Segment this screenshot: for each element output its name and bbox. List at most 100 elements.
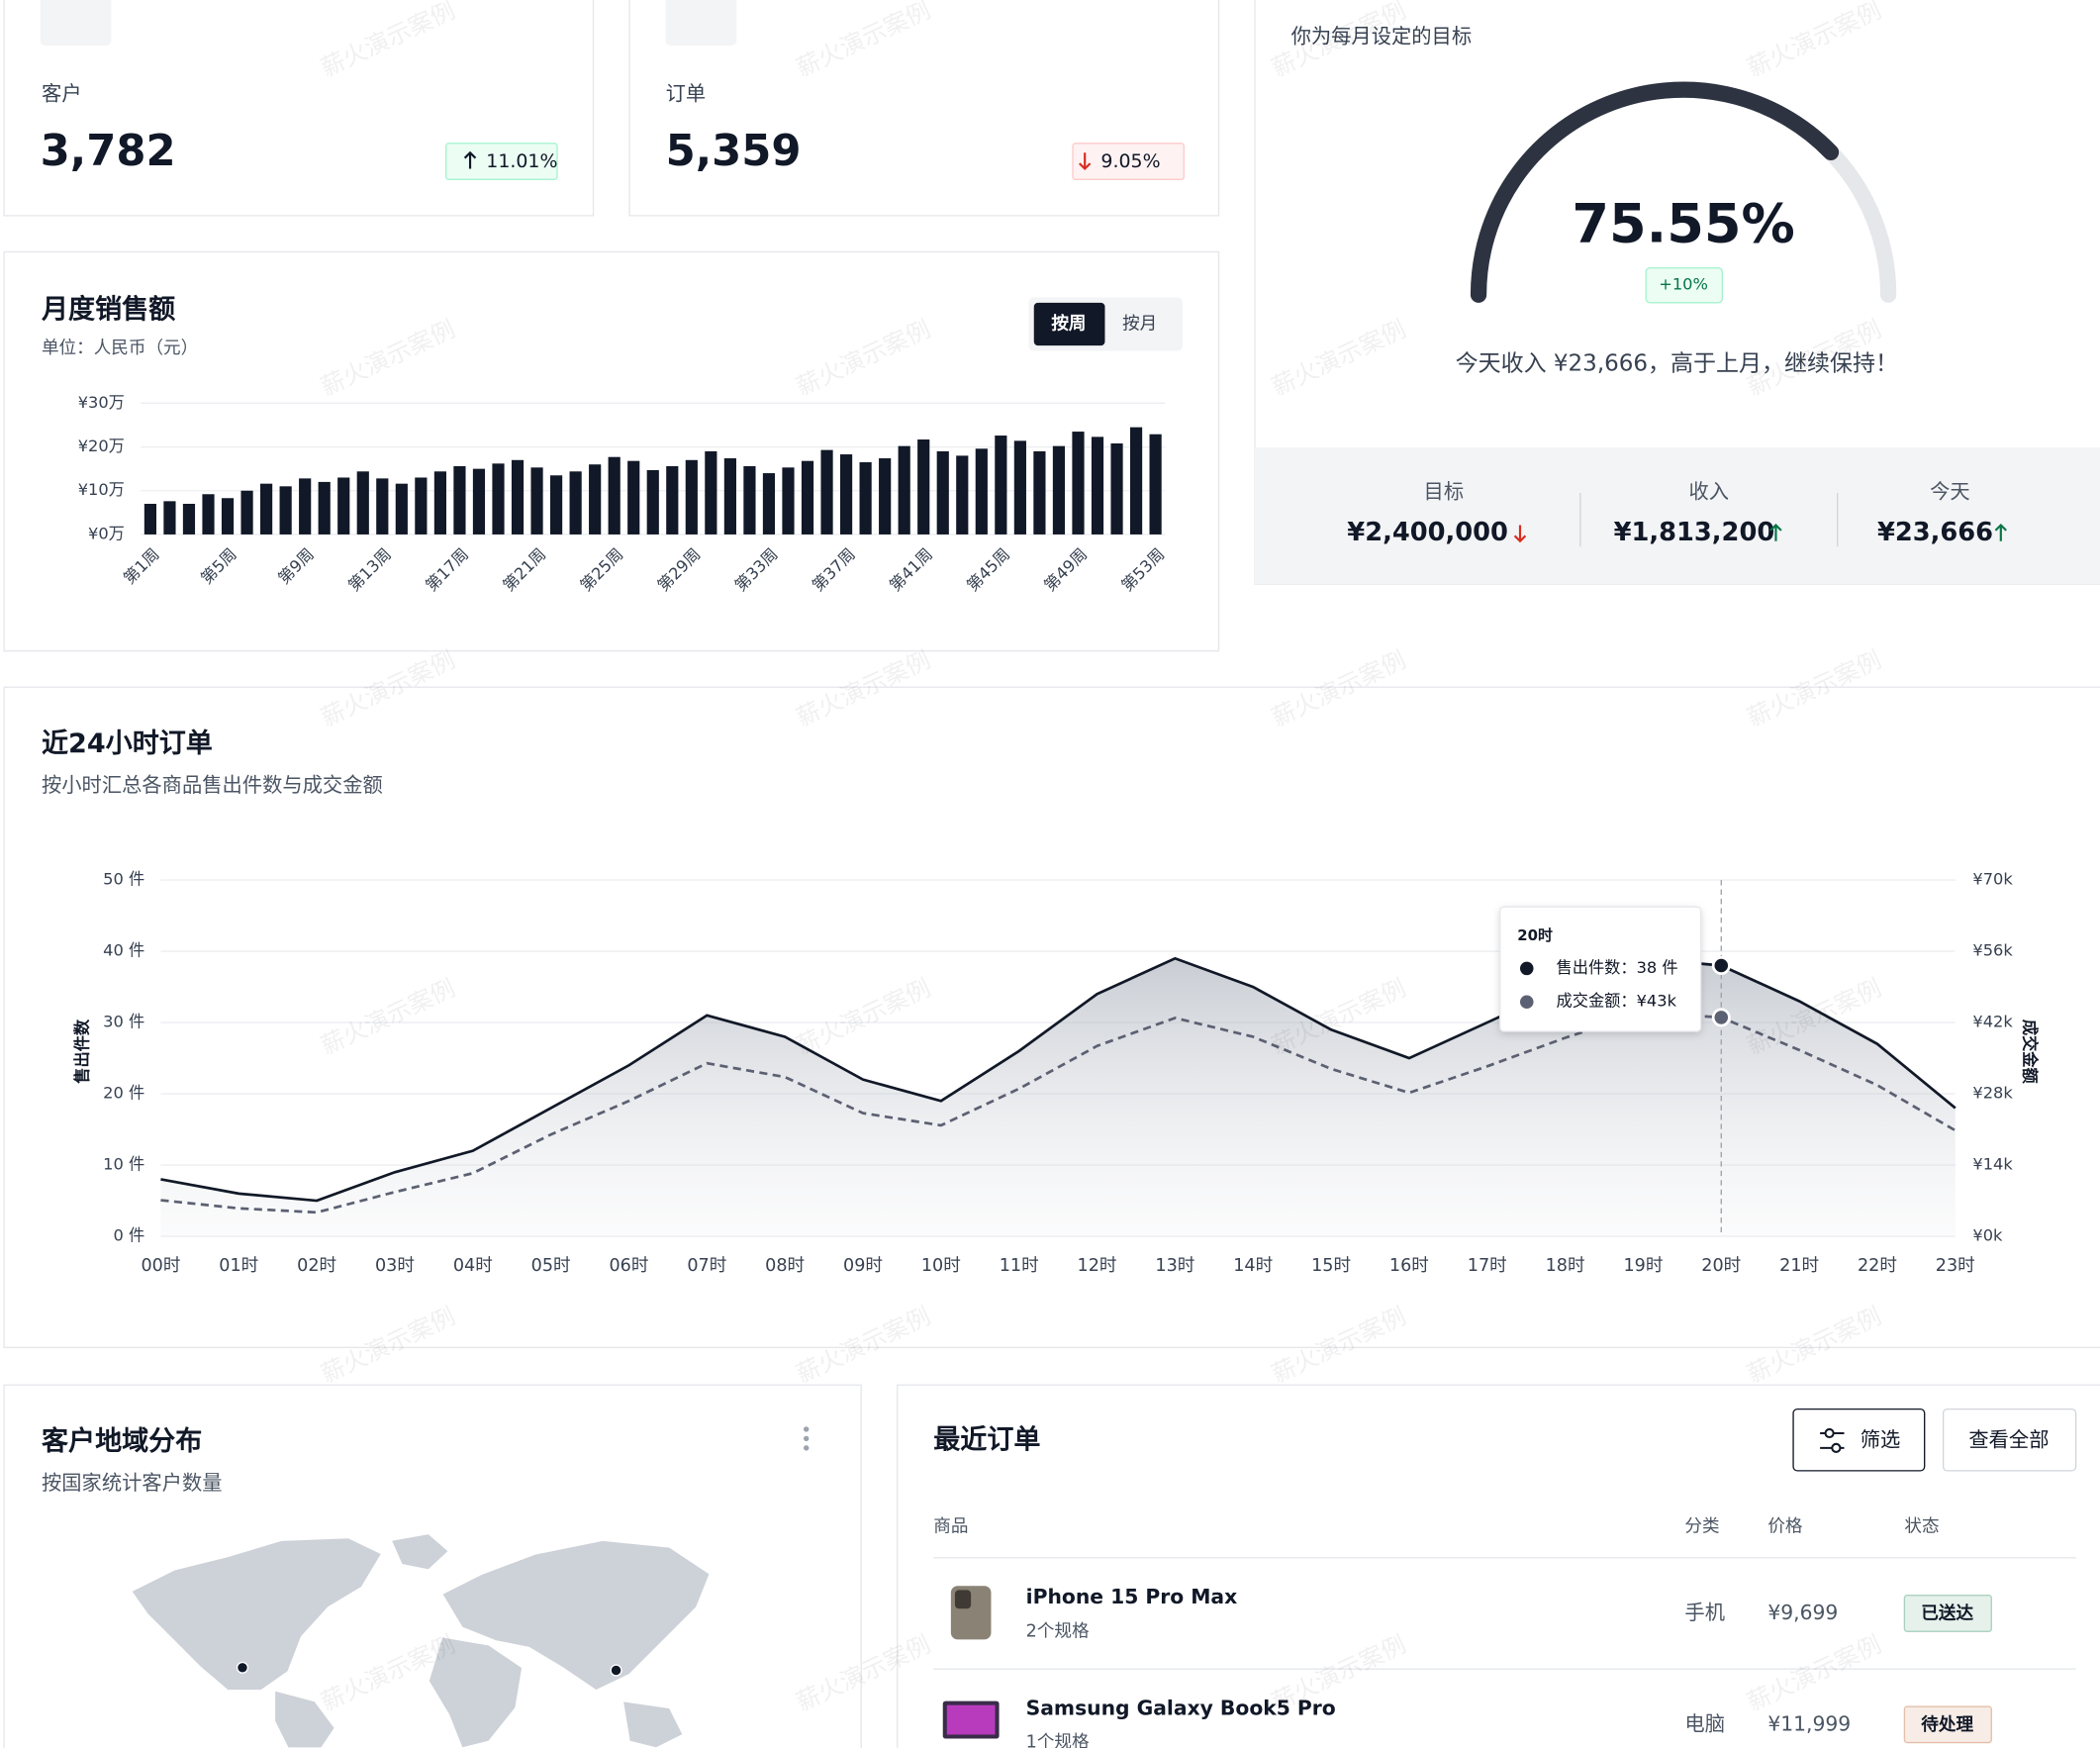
chart-title: 近24小时订单	[42, 728, 213, 759]
bar	[221, 498, 235, 534]
x-tick-label: 02时	[297, 1256, 336, 1276]
bar	[936, 450, 949, 534]
x-tick-label: 08时	[765, 1256, 805, 1276]
bar	[318, 481, 331, 534]
change-text: 11.01%	[486, 150, 557, 172]
bar	[956, 455, 969, 534]
bar	[1129, 427, 1143, 534]
hover-point	[1711, 956, 1731, 975]
gauge-value: 75.55%	[1572, 193, 1794, 255]
change-badge	[445, 143, 558, 181]
bar	[1033, 450, 1046, 534]
bar	[762, 473, 776, 534]
bar	[415, 477, 428, 534]
column-header: 商品	[933, 1517, 968, 1537]
y2-tick-label: ¥56k	[1972, 941, 2013, 960]
y-tick-label: 40 件	[103, 941, 144, 960]
y-tick-label: 20 件	[103, 1084, 144, 1103]
bar	[975, 448, 988, 534]
filter-icon	[1820, 1427, 1845, 1453]
menu-icon[interactable]	[804, 1426, 810, 1451]
stats-panel	[1255, 446, 2100, 585]
bar	[356, 471, 369, 534]
bar	[530, 467, 543, 534]
y-tick-label: 50 件	[103, 870, 144, 889]
bar	[240, 490, 253, 534]
x-tick-label: 17时	[1468, 1256, 1507, 1276]
tooltip-row: 售出件数：38 件	[1557, 958, 1678, 977]
y2-tick-label: ¥70k	[1972, 870, 2013, 889]
x-tick-label: 16时	[1389, 1256, 1429, 1276]
bar	[337, 477, 350, 534]
bar	[376, 478, 389, 534]
toggle-option: 按月	[1122, 314, 1157, 334]
bar	[433, 471, 446, 534]
product-variants: 2个规格	[1026, 1621, 1090, 1641]
bar	[705, 450, 717, 534]
column-header: 分类	[1684, 1517, 1719, 1537]
tooltip-title: 20时	[1517, 926, 1553, 944]
x-tick-label: 21时	[1779, 1256, 1819, 1276]
bar	[917, 439, 930, 534]
x-tick-label: 06时	[610, 1256, 649, 1276]
goal-subtitle: 你为每月设定的目标	[1291, 24, 1473, 48]
bar	[839, 454, 853, 534]
x-tick-label: 10时	[921, 1256, 961, 1276]
toggle-active	[1033, 302, 1105, 346]
badge	[1645, 266, 1724, 304]
y2-tick-label: ¥14k	[1972, 1155, 2013, 1174]
bar	[743, 465, 756, 534]
trend-arrow	[1769, 523, 1782, 541]
x-tick-label: 18时	[1546, 1256, 1585, 1276]
bar	[472, 468, 486, 534]
icon-box	[665, 0, 737, 47]
trend-arrow	[463, 150, 477, 169]
bar	[801, 460, 814, 534]
x-tick-label: 05时	[531, 1256, 571, 1276]
map-marker	[236, 1661, 249, 1674]
filter-button[interactable]	[1792, 1408, 1926, 1472]
product-variants: 1个规格	[1026, 1733, 1090, 1748]
bar	[859, 462, 872, 534]
product-category: 手机	[1684, 1601, 1725, 1624]
product-name: iPhone 15 Pro Max	[1026, 1585, 1238, 1608]
bar	[1072, 432, 1085, 534]
y-tick-label: 30 件	[103, 1013, 144, 1031]
stat-value: ¥1,813,200	[1614, 518, 1775, 547]
bar	[550, 475, 563, 534]
x-tick-label: 23时	[1936, 1256, 1975, 1276]
product-image	[950, 1586, 992, 1640]
bar	[820, 449, 833, 534]
status-text: 待处理	[1921, 1714, 1973, 1735]
bar	[299, 478, 312, 534]
product-image	[942, 1700, 1000, 1739]
x-tick-label: 03时	[375, 1256, 415, 1276]
y-tick-label: ¥0万	[88, 524, 125, 542]
bar	[879, 458, 892, 534]
tooltip-swatch	[1519, 961, 1534, 976]
trend-arrow	[1994, 523, 2007, 541]
world-map	[130, 1532, 712, 1748]
column-header: 状态	[1904, 1517, 1939, 1537]
product-name: Samsung Galaxy Book5 Pro	[1026, 1696, 1336, 1719]
button-text: 查看全部	[1968, 1428, 2049, 1452]
button-text: 筛选	[1861, 1428, 1901, 1452]
view-all-button[interactable]	[1942, 1408, 2077, 1472]
bar	[1052, 445, 1066, 534]
product-category: 电脑	[1684, 1711, 1725, 1735]
x-tick-label: 19时	[1623, 1256, 1663, 1276]
hover-point	[1711, 1008, 1731, 1027]
map-marker	[610, 1664, 622, 1677]
card-label: 客户	[42, 82, 82, 106]
x-tick-label: 09时	[843, 1256, 883, 1276]
bar	[163, 501, 176, 534]
stat-label: 目标	[1424, 479, 1465, 503]
status-badge	[1903, 1595, 1993, 1632]
change-badge	[1072, 143, 1186, 181]
y-axis-title: 售出件数	[72, 1019, 91, 1084]
bar	[685, 459, 698, 534]
card-label: 订单	[666, 82, 707, 106]
gauge-arc	[1470, 81, 1840, 303]
x-tick-label: 01时	[219, 1256, 258, 1276]
